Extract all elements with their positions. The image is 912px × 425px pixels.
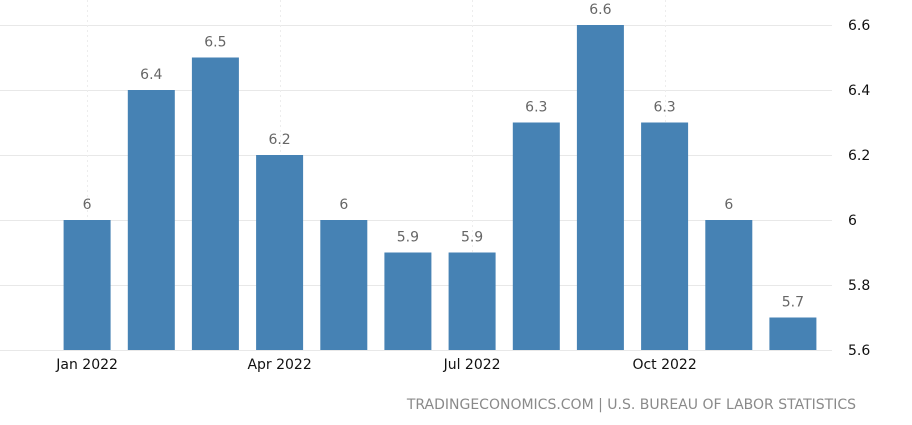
bar [641,122,689,350]
bar [127,90,175,350]
bar [191,57,239,350]
x-tick-label: Jul 2022 [443,357,501,373]
y-tick-label: 6 [848,213,857,229]
source-credit: TRADINGECONOMICS.COM | U.S. BUREAU OF LA… [406,397,856,413]
bar [705,220,753,350]
bar-value-label: 5.9 [397,230,419,246]
bars [63,25,817,350]
value-labels: 6 6.4 6.5 6.2 6 5.9 5.9 6.3 6.6 6.3 6 5.7 [83,2,804,311]
x-axis: Jan 2022 Apr 2022 Jul 2022 Oct 2022 [55,357,696,373]
bar-value-label: 6.6 [589,2,611,18]
y-tick-label: 5.6 [848,343,870,359]
bar [448,252,496,350]
x-tick-label: Jan 2022 [55,357,118,373]
bar-value-label: 6 [339,197,348,213]
y-axis: 5.6 5.8 6 6.2 6.4 6.6 [848,18,870,359]
bar [576,25,624,350]
bar-value-label: 5.9 [461,230,483,246]
bar [63,220,111,350]
y-tick-label: 6.4 [848,83,870,99]
x-tick-label: Apr 2022 [247,357,311,373]
y-tick-label: 6.2 [848,148,870,164]
bar-value-label: 6.3 [653,100,675,116]
bar [320,220,368,350]
bar-value-label: 6.3 [525,100,547,116]
bar-value-label: 6.4 [140,67,162,83]
bar [256,155,304,350]
bar-value-label: 6.2 [268,132,290,148]
x-tick-label: Oct 2022 [632,357,696,373]
y-tick-label: 6.6 [848,18,870,34]
bar [384,252,432,350]
bar-value-label: 5.7 [782,295,804,311]
bar [769,317,817,350]
bar-value-label: 6 [724,197,733,213]
bar [512,122,560,350]
bar-value-label: 6.5 [204,35,226,51]
y-tick-label: 5.8 [848,278,870,294]
bar-value-label: 6 [83,197,92,213]
